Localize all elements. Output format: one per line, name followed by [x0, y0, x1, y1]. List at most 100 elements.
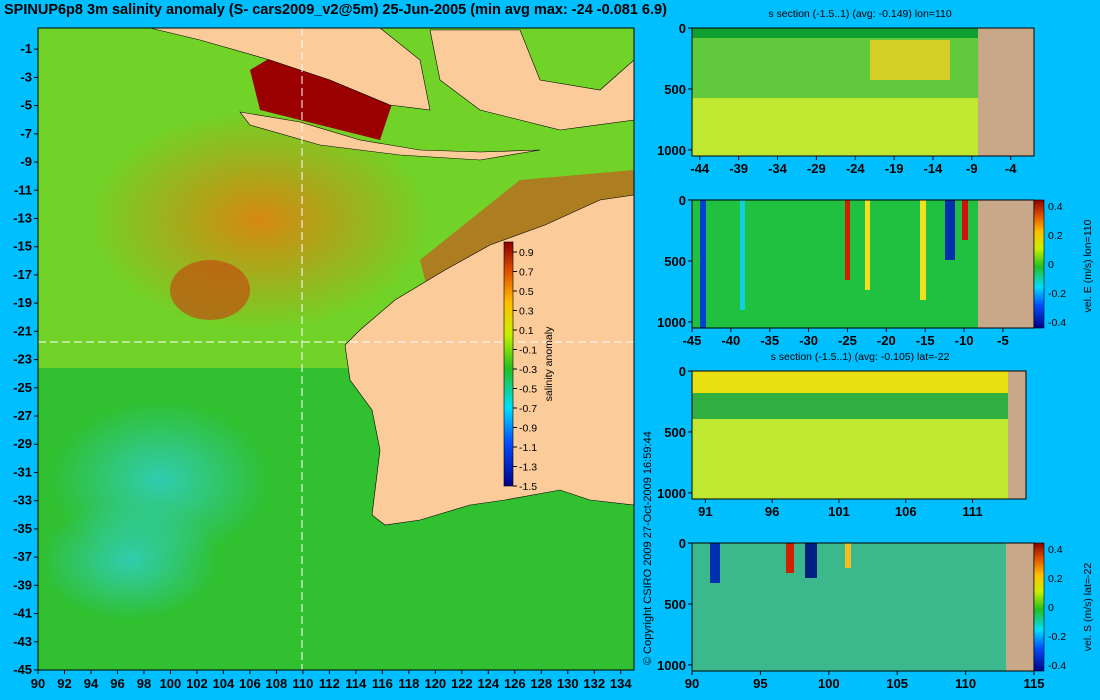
colorbar-tick-label: 0.2 [1048, 573, 1063, 585]
y-tick-label: -39 [13, 577, 32, 592]
x-tick-label: 96 [765, 504, 779, 519]
figure-title: SPINUP6p8 3m salinity anomaly (S- cars20… [4, 2, 667, 18]
x-tick-label: -25 [838, 333, 857, 348]
high-salinity-patch [90, 110, 430, 330]
s-lon-frame [691, 27, 1035, 157]
x-tick-label: -24 [846, 161, 866, 176]
x-tick-label: -9 [966, 161, 978, 176]
x-tick-label: 101 [828, 504, 850, 519]
x-tick-label: 120 [424, 676, 446, 691]
vel-s-colorbar-label: vel. S (m/s) lat=-22 [1082, 563, 1094, 652]
colorbar-tick-label: 0.7 [519, 267, 534, 279]
x-tick-label: -34 [768, 161, 788, 176]
x-tick-label: 110 [955, 676, 976, 691]
x-tick-label: -45 [683, 333, 702, 348]
x-tick-label: 102 [186, 676, 208, 691]
map-frame [37, 27, 635, 671]
s-section-lon-title: s section (-1.5..1) (avg: -0.149) lon=11… [768, 8, 952, 20]
map-plot-area [37, 27, 635, 671]
y-tick-label: -21 [13, 323, 32, 338]
x-tick-label: -29 [807, 161, 826, 176]
x-tick-label: -4 [1005, 161, 1017, 176]
y-tick-label: -7 [20, 126, 32, 141]
x-tick-label: 94 [84, 676, 99, 691]
x-tick-label: 111 [962, 504, 982, 519]
colorbar-tick-label: -0.4 [1048, 317, 1066, 329]
colorbar-tick-label: -0.2 [1048, 631, 1066, 643]
x-tick-label: 134 [610, 676, 632, 691]
x-tick-label: -30 [799, 333, 818, 348]
s-section-lon-panel: s section (-1.5..1) (avg: -0.149) lon=11… [657, 8, 1035, 176]
x-tick-label: -35 [760, 333, 779, 348]
s-lat-frame [691, 370, 1027, 500]
y-tick-label: -37 [13, 549, 32, 564]
colorbar-tick-label: 0 [1048, 259, 1054, 271]
vel-e-jet-6 [945, 200, 955, 260]
colorbar-tick-label: 0.3 [519, 306, 534, 318]
y-tick-label: -17 [13, 267, 32, 282]
y-tick-label: 0 [679, 536, 686, 551]
y-tick-label: -11 [14, 182, 32, 197]
x-tick-label: 96 [110, 676, 124, 691]
vel-e-lon-panel: -45 -40 -35 -30 -25 -20 -15 -10 -5 0 500 1000 0.4 0.… [657, 193, 1094, 348]
y-tick-label: -9 [20, 154, 32, 169]
vel-e-jet-5 [920, 200, 926, 300]
low-salinity-patch-2 [40, 500, 220, 620]
y-tick-label: -3 [20, 69, 32, 84]
colorbar-tick-label: -0.5 [519, 384, 537, 396]
y-tick-label: 500 [664, 254, 686, 269]
y-tick-label: -25 [13, 380, 32, 395]
y-tick-label: -5 [20, 98, 32, 113]
salinity-eddy [170, 260, 250, 320]
colorbar-label: salinity anomaly [543, 326, 555, 401]
vel-e-jet-3 [845, 200, 850, 280]
x-tick-label: -44 [690, 161, 710, 176]
x-tick-label: -20 [877, 333, 896, 348]
map-y-axis: -1 -3 -5 -7 -9 -11 -13 -15 -17 -19 -21 -23 -25 -27 -29… [13, 41, 38, 677]
x-tick-label: 110 [292, 676, 313, 691]
vel-s-jet-4 [845, 543, 851, 568]
colorbar-tick-label: 0.4 [1048, 544, 1063, 556]
map-x-axis: 90 92 94 96 98 100 102 104 106 108 110 112 114 116 118… [31, 670, 632, 691]
vel-e-colorbar-label: vel. E (m/s) lon=110 [1082, 219, 1094, 312]
australia-land [344, 194, 635, 526]
y-tick-label: 1000 [657, 658, 686, 673]
x-tick-label: 112 [319, 676, 340, 691]
vel-e-colorbar [1033, 199, 1045, 329]
colorbar-tick-label: 0.9 [519, 247, 534, 259]
y-tick-label: -41 [13, 606, 32, 621]
x-tick-label: -10 [955, 333, 974, 348]
vel-e-jet-1 [700, 200, 706, 328]
colorbar-tick-label: -0.1 [519, 345, 537, 357]
y-tick-label: 1000 [657, 143, 686, 158]
x-tick-label: 106 [895, 504, 917, 519]
s-lon-land [978, 28, 1034, 156]
x-tick-label: 108 [266, 676, 288, 691]
y-tick-label: -23 [13, 352, 32, 367]
x-tick-label: 130 [557, 676, 579, 691]
y-tick-label: 500 [664, 82, 686, 97]
colorbar-tick-label: -0.7 [519, 403, 537, 415]
x-tick-label: 114 [345, 676, 367, 691]
salinity-map: 90 92 94 96 98 100 102 104 106 108 110 112 114 116 118… [13, 27, 635, 691]
y-tick-label: 500 [664, 597, 686, 612]
s-section-lat-title: s section (-1.5..1) (avg: -0.105) lat=-2… [771, 351, 950, 363]
x-tick-label: 95 [753, 676, 767, 691]
x-tick-label: 92 [57, 676, 71, 691]
java-islands-land [239, 111, 541, 161]
s-lon-warm-patch [870, 40, 950, 80]
x-tick-label: -14 [924, 161, 944, 176]
colorbar-tick-label: -1.5 [519, 481, 537, 493]
vel-e-jet-7 [962, 200, 968, 240]
colorbar-tick-label: 0.5 [519, 286, 534, 298]
vel-s-colorbar [1033, 542, 1045, 672]
sumatra-borneo-land [149, 27, 431, 111]
x-tick-label: 100 [818, 676, 840, 691]
y-tick-label: -31 [13, 464, 32, 479]
x-tick-label: -5 [997, 333, 1009, 348]
colorbar-tick-label: 0.2 [1048, 230, 1063, 242]
map-colorbar: 0.9 0.7 0.5 0.3 0.1 -0.1 -0.3 -0.5 -0.7 -0.9 -1.1 -… [503, 241, 555, 493]
vel-e-land [978, 200, 1034, 328]
colorbar-tick-label: 0.4 [1048, 201, 1063, 213]
vel-s-jet-2 [786, 543, 794, 573]
